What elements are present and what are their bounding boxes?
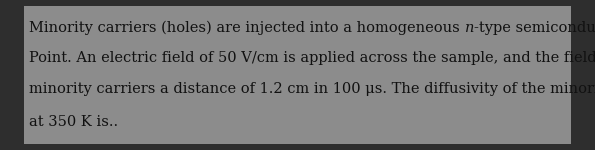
Text: Point. An electric field of 50 V/cm is applied across the sample, and the field : Point. An electric field of 50 V/cm is a… — [29, 51, 595, 65]
Text: n: n — [465, 21, 474, 35]
Text: minority carriers a distance of 1.2 cm in 100 μs. The diffusivity of the minorit: minority carriers a distance of 1.2 cm i… — [29, 81, 595, 96]
Text: Minority carriers (holes) are injected into a homogeneous: Minority carriers (holes) are injected i… — [29, 21, 465, 35]
Text: -type semiconductor sample at one: -type semiconductor sample at one — [474, 21, 595, 35]
Text: at 350 K is..: at 350 K is.. — [29, 115, 118, 129]
